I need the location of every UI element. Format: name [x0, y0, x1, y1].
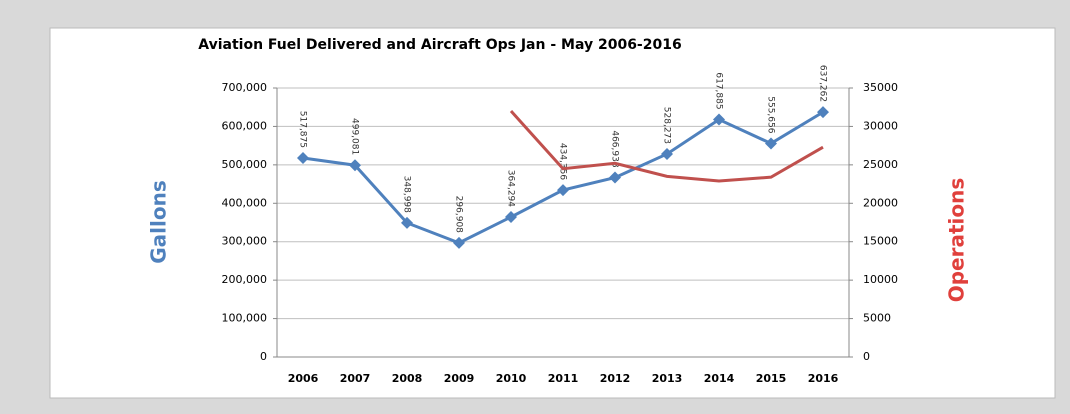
- data-label: 296,908: [454, 196, 464, 233]
- y2-tick-label: 35000: [863, 81, 898, 94]
- marker: [401, 216, 413, 229]
- y-tick-label: 600,000: [222, 119, 268, 132]
- marker: [349, 159, 361, 172]
- y2-tick-label: 30000: [863, 119, 898, 132]
- data-label: 637,262: [818, 65, 828, 102]
- y-axis-label: Gallons: [147, 180, 171, 264]
- x-tick-label: 2016: [808, 372, 839, 385]
- data-label: 528,273: [662, 107, 672, 144]
- data-label: 364,294: [506, 170, 516, 207]
- marker: [713, 113, 725, 126]
- y-tick-label: 700,000: [222, 81, 268, 94]
- x-tick-label: 2009: [444, 372, 475, 385]
- marker: [817, 106, 829, 119]
- data-label: 434,356: [558, 143, 568, 180]
- y2-tick-label: 20000: [863, 196, 898, 209]
- marker: [765, 137, 777, 150]
- y-tick-label: 200,000: [222, 273, 268, 286]
- series-line: [509, 110, 824, 183]
- x-tick-label: 2014: [704, 372, 735, 385]
- chart-title: Aviation Fuel Delivered and Aircraft Ops…: [198, 37, 681, 53]
- x-tick-label: 2007: [340, 372, 371, 385]
- x-tick-label: 2008: [392, 372, 423, 385]
- marker: [505, 211, 517, 224]
- marker: [453, 236, 465, 249]
- marker: [661, 147, 673, 160]
- y-tick-label: 500,000: [222, 158, 268, 171]
- y2-tick-label: 15000: [863, 235, 898, 248]
- marker: [557, 184, 569, 197]
- data-label: 617,885: [714, 72, 724, 109]
- x-tick-label: 2012: [600, 372, 631, 385]
- y2-axis-label: Operations: [945, 178, 969, 303]
- data-label: 348,998: [402, 176, 412, 213]
- y2-tick-label: 0: [863, 350, 870, 363]
- chart-area: [49, 27, 1056, 399]
- data-label: 555,656: [766, 96, 776, 133]
- marker: [609, 171, 621, 184]
- x-tick-label: 2011: [548, 372, 579, 385]
- data-label: 499,081: [350, 118, 360, 155]
- x-tick-label: 2006: [288, 372, 319, 385]
- y-tick-label: 0: [260, 350, 267, 363]
- x-tick-label: 2013: [652, 372, 683, 385]
- y-tick-label: 400,000: [222, 196, 268, 209]
- y-tick-label: 300,000: [222, 235, 268, 248]
- data-label: 517,875: [298, 111, 308, 148]
- x-tick-label: 2015: [756, 372, 787, 385]
- marker: [297, 151, 309, 164]
- y2-tick-label: 5000: [863, 312, 891, 325]
- y-tick-label: 100,000: [222, 312, 268, 325]
- x-tick-label: 2010: [496, 372, 527, 385]
- y2-tick-label: 25000: [863, 158, 898, 171]
- y2-tick-label: 10000: [863, 273, 898, 286]
- data-label: 466,938: [610, 130, 620, 167]
